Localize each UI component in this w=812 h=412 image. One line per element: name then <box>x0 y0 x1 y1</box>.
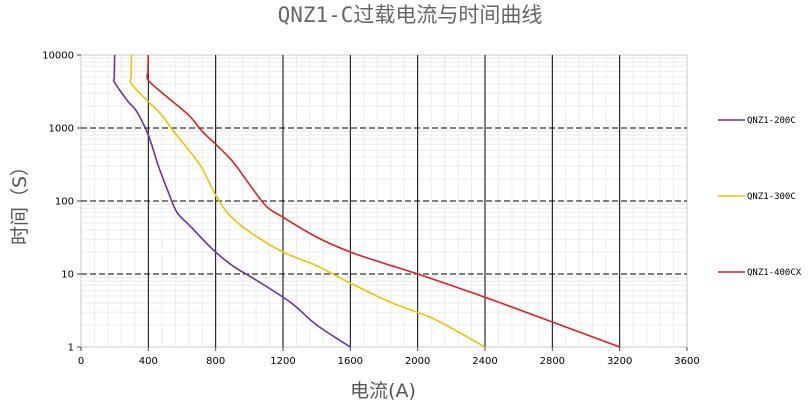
series-line-qnz1-400cx <box>146 54 620 348</box>
x-tick-label: 3600 <box>674 356 699 367</box>
y-tick-label: 100 <box>55 197 74 208</box>
x-axis-ticks: 0 400 800 1200 1600 2000 2400 2800 3200 3600 <box>78 347 700 367</box>
legend-label-qnz1-400cx: QNZ1-400CX <box>747 268 802 278</box>
chart-title: QNZ1-C过载电流与时间曲线 <box>278 3 543 27</box>
x-tick-label: 400 <box>139 356 158 367</box>
x-axis-title: 电流(A) <box>350 380 416 402</box>
series-layer <box>112 54 620 348</box>
x-tick-label: 2800 <box>540 356 565 367</box>
x-tick-label: 800 <box>206 356 225 367</box>
y-axis-ticks: 1 10 100 1000 10000 <box>42 51 81 354</box>
y-tick-label: 1 <box>68 343 74 354</box>
legend-label-qnz1-300c: QNZ1-300C <box>747 192 796 202</box>
x-tick-label: 3200 <box>607 356 632 367</box>
legend: QNZ1-200C QNZ1-300C QNZ1-400CX <box>718 116 802 278</box>
x-tick-label: 2400 <box>472 356 497 367</box>
series-line-qnz1-300c <box>129 54 486 348</box>
series-line-qnz1-200c <box>112 54 351 348</box>
x-tick-label: 2000 <box>405 356 430 367</box>
x-tick-label: 1600 <box>338 356 363 367</box>
y-tick-label: 10000 <box>42 51 74 62</box>
major-grid <box>81 55 687 347</box>
x-tick-label: 1200 <box>270 356 295 367</box>
legend-label-qnz1-200c: QNZ1-200C <box>747 116 796 126</box>
x-tick-label: 0 <box>78 356 84 367</box>
y-tick-label: 10 <box>61 270 74 281</box>
y-axis-title: 时间（S） <box>9 157 31 245</box>
y-tick-label: 1000 <box>49 124 74 135</box>
